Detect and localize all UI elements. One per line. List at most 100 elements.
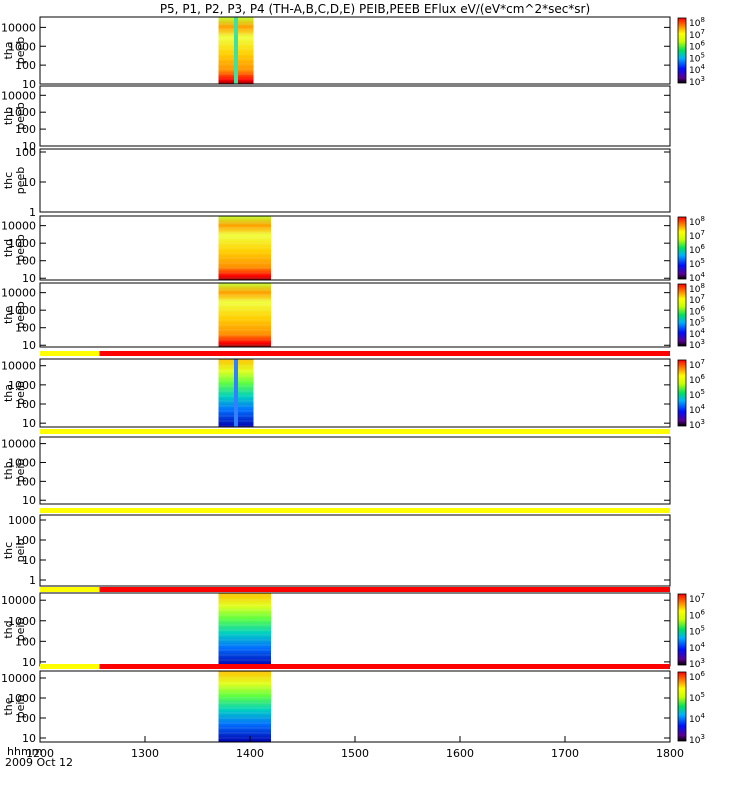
status-bar-segment — [99, 587, 670, 592]
y-tick-label: 1000 — [8, 379, 36, 392]
y-tick-label: 1000 — [8, 106, 36, 119]
y-tick-label: 10 — [22, 656, 36, 669]
panel-frame — [39, 592, 671, 667]
y-tick-label: 100 — [15, 635, 36, 648]
y-tick-label: 1000 — [8, 304, 36, 317]
y-tick-label: 10 — [22, 554, 36, 567]
panel-thb-peib: 10000 1000 100 10 thb peib — [1, 436, 671, 507]
colorbar-tick-label: 104 — [689, 641, 705, 654]
y-tick-label: 100 — [15, 322, 36, 335]
colorbar-tick-label: 103 — [689, 75, 705, 88]
colorbar-tick-label: 106 — [689, 670, 705, 683]
colorbar-tick-label: 103 — [689, 418, 705, 431]
y-tick-label: 1000 — [8, 514, 36, 527]
y-tick-label: 10000 — [1, 672, 36, 685]
x-axis-date-label: 2009 Oct 12 — [5, 756, 73, 769]
panel-thd-peib: 10000 1000 100 10 thd peib 103 104 105 106 107 — [1, 592, 705, 670]
y-tick-label: 100 — [15, 123, 36, 136]
colorbar-tick-label: 104 — [689, 712, 705, 725]
colorbar — [677, 216, 687, 280]
colorbar-tick-label: 107 — [689, 592, 705, 605]
x-tick-label: 1300 — [131, 747, 159, 760]
colorbar-tick-label: 103 — [689, 733, 705, 746]
panel-frame — [39, 215, 671, 281]
panel-tha-peib: 10000 1000 100 10 tha peib 103 104 105 106 107 — [1, 358, 705, 431]
colorbar — [677, 17, 687, 84]
panel-label-product: peeb — [14, 102, 27, 130]
panel-label-probe: thc — [2, 542, 15, 559]
panel-label-product: peeb — [14, 37, 27, 65]
x-tick-label: 1700 — [551, 747, 579, 760]
y-tick-label: 10 — [22, 272, 36, 285]
status-bar-segment — [40, 351, 100, 356]
y-tick-label: 10 — [22, 494, 36, 507]
colorbar-tick-label: 106 — [689, 608, 705, 621]
x-tick-label: 1400 — [236, 747, 264, 760]
y-tick-label: 10 — [22, 339, 36, 352]
y-tick-label: 10 — [22, 176, 36, 189]
panel-label-probe: thb — [2, 107, 15, 125]
y-tick-label: 100 — [15, 398, 36, 411]
spectrogram-feature — [234, 17, 238, 84]
y-tick-label: 1000 — [8, 615, 36, 628]
panel-thc-peeb: 100 10 1 thc peeb — [2, 146, 671, 219]
y-tick-label: 100 — [15, 255, 36, 268]
panel-frame — [39, 85, 671, 147]
panel-frame — [39, 148, 671, 213]
colorbar — [677, 593, 687, 666]
panel-label-product: peib — [14, 381, 27, 405]
panel-label-product: peeb — [14, 234, 27, 262]
spectrogram-feature — [234, 359, 238, 427]
colorbar-tick-label: 106 — [689, 373, 705, 386]
status-bar-segment — [40, 508, 670, 513]
colorbar — [677, 671, 687, 742]
y-tick-label: 1000 — [8, 237, 36, 250]
panel-thb-peeb: 10000 1000 100 10 thb peeb — [1, 85, 671, 153]
colorbar-tick-label: 105 — [689, 388, 705, 401]
chart-title: P5, P1, P2, P3, P4 (TH-A,B,C,D,E) PEIB,P… — [160, 2, 590, 16]
panel-label-product: peib — [14, 539, 27, 563]
status-bar-segment — [40, 664, 100, 669]
spectrogram-block — [218, 283, 271, 347]
panel-label-probe: tha — [2, 384, 15, 402]
panel-label-product: peib — [14, 695, 27, 719]
colorbar-tick-label: 107 — [689, 229, 705, 242]
x-tick-label: 1200 — [26, 747, 54, 760]
panel-label-probe: the — [2, 697, 15, 715]
y-tick-label: 10 — [22, 140, 36, 153]
colorbar-tick-label: 105 — [689, 625, 705, 638]
status-bar-segment — [99, 351, 670, 356]
colorbar-tick-label: 105 — [689, 691, 705, 704]
colorbar-tick-label: 103 — [689, 657, 705, 670]
colorbar-tick-label: 106 — [689, 243, 705, 256]
y-tick-label: 10000 — [1, 287, 36, 300]
panel-label-probe: thc — [2, 172, 15, 189]
panel-frame — [39, 514, 671, 587]
spectrogram-block — [218, 671, 271, 742]
panel-label-probe: tha — [2, 41, 15, 59]
y-tick-label: 100 — [15, 59, 36, 72]
y-tick-label: 100 — [15, 475, 36, 488]
y-tick-label: 10000 — [1, 220, 36, 233]
colorbar-tick-label: 107 — [689, 358, 705, 371]
y-tick-label: 100 — [15, 146, 36, 159]
colorbar — [677, 359, 687, 427]
colorbar-tick-label: 103 — [689, 338, 705, 351]
y-tick-label: 100 — [15, 712, 36, 725]
y-tick-label: 10 — [22, 78, 36, 91]
y-tick-label: 10000 — [1, 89, 36, 102]
y-tick-label: 100 — [15, 534, 36, 547]
panel-label-probe: thd — [2, 620, 15, 638]
y-tick-label: 10000 — [1, 438, 36, 451]
panel-thc-peib: 1000 100 10 1 thc peib — [2, 514, 671, 587]
colorbar — [677, 283, 687, 347]
panel-frame — [39, 436, 671, 505]
colorbar-tick-label: 104 — [689, 403, 705, 416]
y-tick-label: 10000 — [1, 360, 36, 373]
panel-frame — [39, 358, 671, 428]
panel-label-product: peeb — [14, 167, 27, 195]
